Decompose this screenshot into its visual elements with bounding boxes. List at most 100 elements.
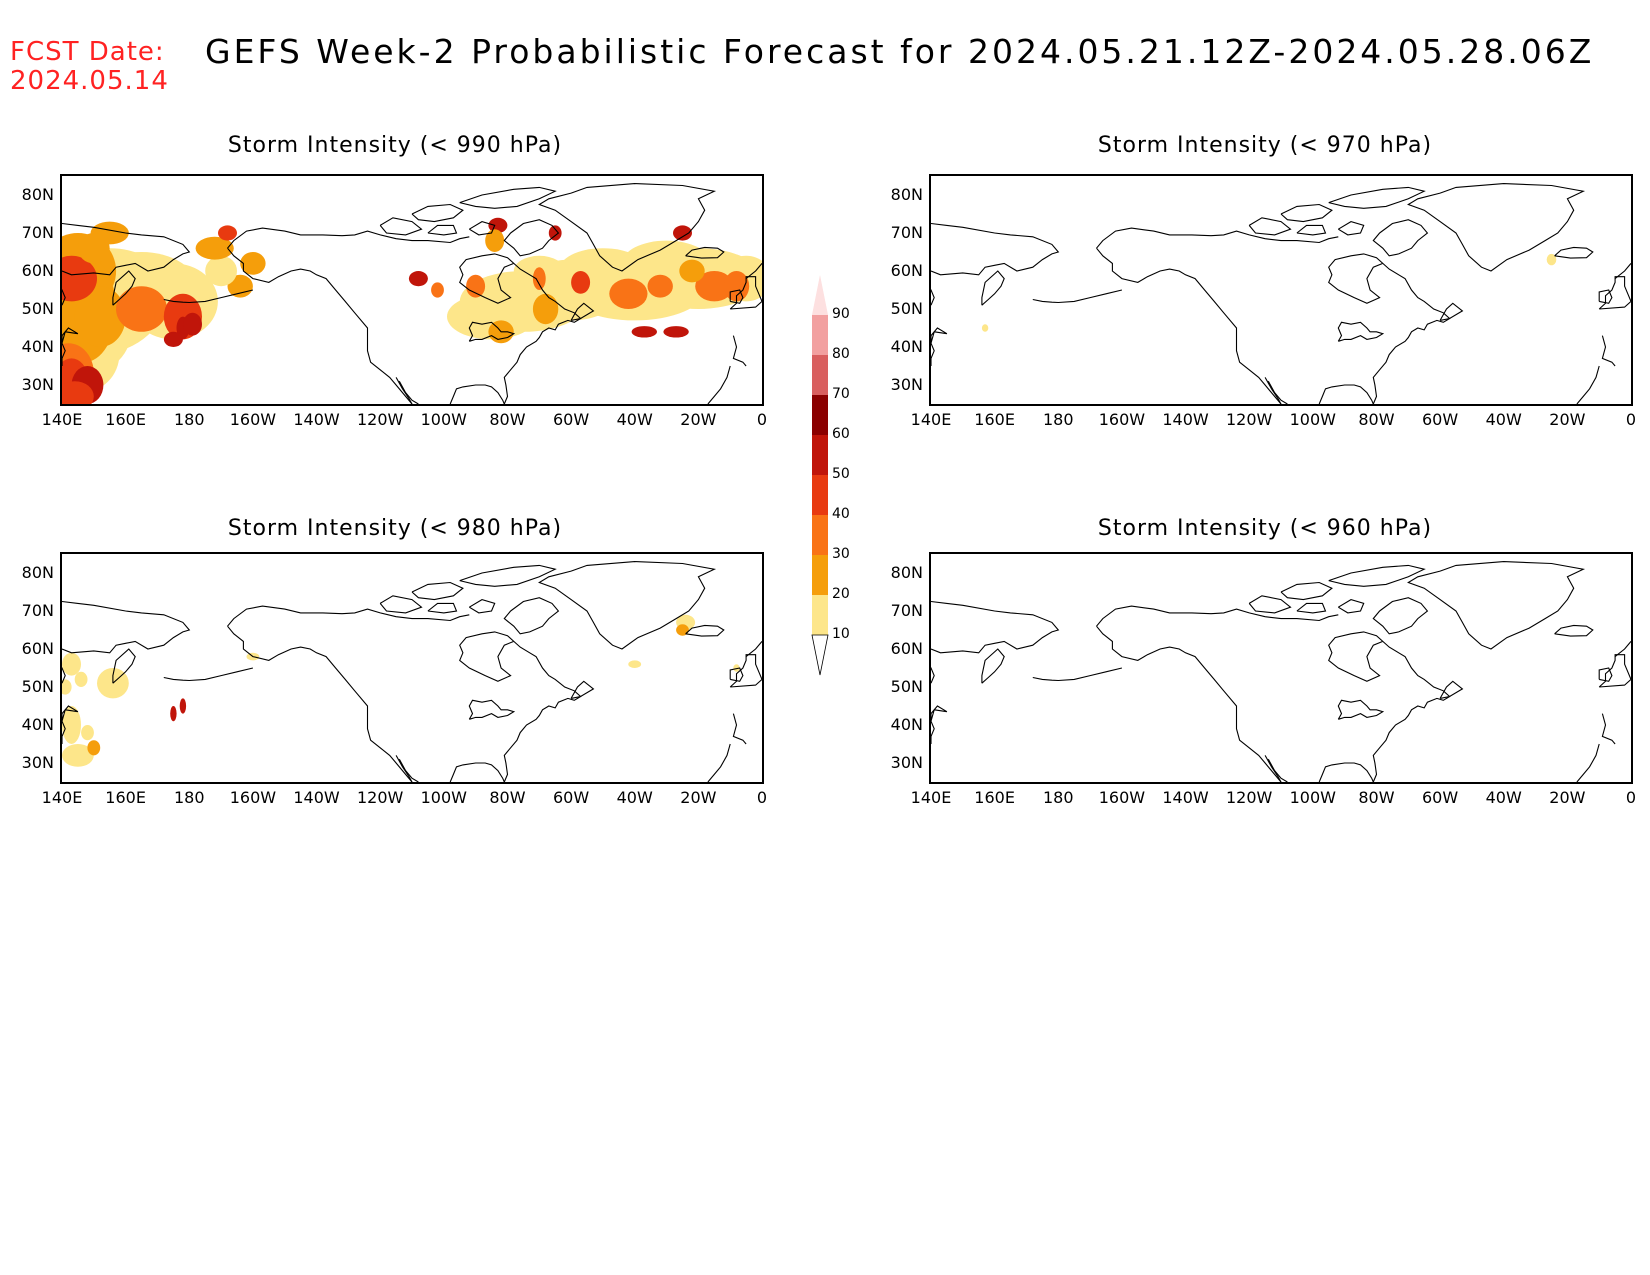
probability-shade-1 — [981, 324, 989, 332]
lon-tick-label: 140W — [1162, 788, 1209, 807]
colorbar-segment-6 — [812, 555, 828, 595]
lon-tick-label: 80W — [1358, 410, 1395, 429]
coastline-26 — [707, 743, 731, 782]
map-canvas-p960 — [931, 561, 1631, 782]
probability-shade-7 — [179, 698, 187, 714]
lat-tick-label: 80N — [890, 563, 923, 582]
lat-tick-label: 50N — [21, 299, 54, 318]
coastline-7 — [1096, 227, 1339, 249]
coastline-11 — [1372, 640, 1451, 782]
coastline-7 — [227, 227, 470, 249]
coastline-10 — [1318, 762, 1374, 782]
probability-shade-6 — [87, 740, 101, 756]
probability-shade-37 — [695, 271, 734, 302]
lat-tick-label: 80N — [21, 563, 54, 582]
probability-shade-15 — [62, 381, 94, 404]
coastline-14 — [538, 561, 717, 650]
probability-shade-8 — [170, 706, 177, 722]
colorbar-segment-7 — [812, 595, 828, 635]
probability-shade-25 — [77, 233, 110, 264]
lon-tick-label: 140W — [1162, 410, 1209, 429]
probability-shade-4 — [74, 671, 88, 687]
coastline-5 — [163, 289, 254, 304]
lon-tick-label: 40W — [1485, 410, 1522, 429]
lon-tick-label: 140E — [910, 410, 952, 429]
lon-tick-label: 20W — [680, 788, 717, 807]
colorbar-level-label: 40 — [832, 506, 850, 522]
colorbar-bottom-tip — [811, 634, 829, 676]
lat-tick-label: 60N — [890, 639, 923, 658]
coastline-21 — [1554, 246, 1594, 259]
lon-tick-label: 0 — [1625, 410, 1637, 429]
lon-tick-label: 180 — [1042, 788, 1074, 807]
coastline-5 — [163, 667, 254, 682]
lon-tick-label: 160W — [1098, 788, 1146, 807]
probability-shade-1 — [62, 706, 81, 744]
coastline-3 — [62, 342, 66, 366]
coastline-11 — [1372, 262, 1451, 404]
lon-tick-label: 60W — [552, 788, 590, 807]
probability-shade-40 — [571, 271, 591, 294]
forecast-date-label: FCST Date: — [10, 37, 165, 67]
lat-tick-label: 40N — [21, 715, 54, 734]
coastline-22 — [1598, 276, 1631, 310]
coastline-5 — [1032, 667, 1123, 682]
lon-tick-label: 120W — [356, 410, 404, 429]
lat-tick-label: 30N — [890, 753, 923, 772]
coastline-8 — [398, 758, 419, 782]
colorbar — [808, 270, 868, 680]
probability-shade-49 — [631, 326, 657, 338]
probability-shade-48 — [673, 225, 692, 241]
panel-title-970: Storm Intensity (< 970 hPa) — [1097, 133, 1433, 158]
lon-tick-label: 180 — [1042, 410, 1074, 429]
probability-shade-47 — [548, 225, 562, 241]
lon-tick-label: 20W — [1549, 410, 1586, 429]
colorbar-segment-4 — [812, 475, 828, 515]
coastline-11 — [503, 640, 582, 782]
coastline-11 — [503, 262, 582, 404]
forecast-date: FCST Date: 2024.05.14 — [10, 38, 169, 96]
lon-tick-label: 160E — [974, 788, 1015, 807]
map-panel-990 — [60, 174, 764, 406]
coastline-13 — [468, 321, 516, 342]
probability-shade-42 — [466, 274, 486, 298]
lon-tick-label: 120W — [1225, 788, 1273, 807]
coastline-8 — [1267, 380, 1288, 404]
colorbar-level-label: 50 — [832, 466, 850, 482]
probability-shade-41 — [532, 267, 546, 290]
coastline-1 — [931, 667, 935, 684]
probability-shade-50 — [663, 326, 689, 338]
coastline-2 — [62, 327, 79, 344]
map-canvas-p990 — [62, 183, 762, 404]
colorbar-segment-5 — [812, 515, 828, 555]
coastline-26 — [1576, 365, 1600, 404]
lat-tick-label: 40N — [21, 337, 54, 356]
coastline-12 — [459, 631, 515, 682]
forecast-date-value: 2024.05.14 — [10, 66, 169, 96]
coastline-13 — [468, 699, 516, 720]
coastline-10 — [449, 384, 505, 404]
coastline-25 — [732, 713, 747, 745]
lon-tick-label: 0 — [756, 788, 768, 807]
lon-tick-label: 140W — [293, 410, 340, 429]
coastline-18 — [1248, 217, 1292, 236]
panel-title-980: Storm Intensity (< 980 hPa) — [227, 516, 563, 541]
lon-tick-label: 100W — [420, 410, 467, 429]
coastline-22 — [729, 276, 762, 310]
coastline-19 — [1296, 224, 1327, 236]
coastline-6 — [227, 625, 413, 782]
coastline-27 — [570, 302, 595, 321]
coastline-8 — [398, 380, 419, 404]
probability-shade-44 — [431, 282, 444, 298]
colorbar-segment-2 — [812, 395, 828, 435]
lon-tick-label: 60W — [1421, 788, 1459, 807]
lon-tick-label: 180 — [173, 410, 205, 429]
coastline-23 — [729, 667, 744, 682]
colorbar-segment-1 — [812, 355, 828, 395]
coastline-0 — [931, 600, 1060, 654]
coastline-8 — [1267, 758, 1288, 782]
lon-tick-label: 120W — [356, 788, 404, 807]
coastline-4 — [981, 270, 1005, 306]
coastline-1 — [62, 667, 66, 684]
colorbar-graphic — [811, 275, 829, 676]
